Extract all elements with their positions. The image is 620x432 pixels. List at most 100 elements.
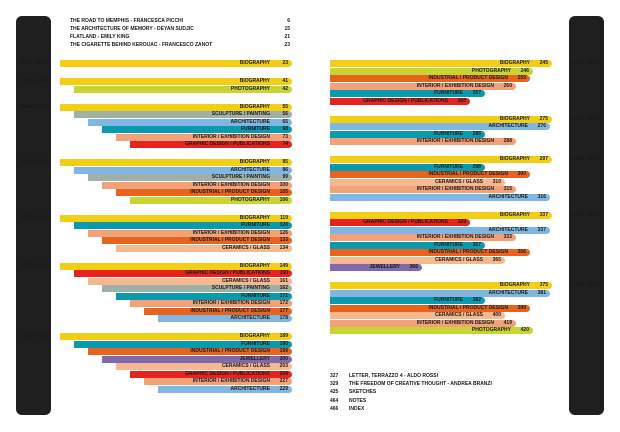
section-bar-interior[interactable]: INTERIOR / EXHIBITION DESIGN 73	[116, 133, 292, 141]
section-bar-furniture[interactable]: FURNITURE 267	[330, 90, 485, 97]
section-bar-interior[interactable]: INTERIOR / EXHIBITION DESIGN 419	[330, 319, 516, 327]
section-bar-interior[interactable]: INTERIOR / EXHIBITION DESIGN 227	[144, 378, 292, 385]
section-bar-architecture[interactable]: ARCHITECTURE 276	[330, 123, 550, 130]
section-bar-sculpture[interactable]: SCULPTURE / PAINTING 99	[88, 174, 292, 181]
section-bar-furniture[interactable]: FURNITURE 190	[74, 340, 292, 348]
section-bar-architecture[interactable]: ARCHITECTURE 316	[330, 193, 550, 201]
section-bar-interior[interactable]: INTERIOR / EXHIBITION DESIGN 333	[330, 234, 516, 241]
section-bar-architecture[interactable]: ARCHITECTURE 381	[330, 289, 550, 297]
section-bar-biography[interactable]: BIOGRAPHY 189	[60, 333, 292, 340]
section-bar-furniture[interactable]: FURNITURE 171	[116, 292, 292, 300]
section-bar-biography[interactable]: BIOGRAPHY 23	[60, 60, 292, 67]
section-bar-industrial[interactable]: INDUSTRIAL / PRODUCT DESIGN 259	[330, 75, 530, 82]
section-label: SCULPTURE / PAINTING	[211, 285, 270, 291]
section-bar-graphic[interactable]: GRAPHIC DESIGN / PUBLICATIONS 329	[330, 219, 470, 226]
section-bar-biography[interactable]: BIOGRAPHY 275	[330, 115, 552, 123]
section-bar-ceramics[interactable]: CERAMICS / GLASS 365	[330, 256, 505, 264]
section-page: 85	[282, 159, 288, 165]
section-bar-photography[interactable]: PHOTOGRAPHY 420	[330, 327, 533, 334]
section-bar-biography[interactable]: BIOGRAPHY 375	[330, 282, 552, 289]
section-page: 68	[282, 126, 288, 132]
section-label: BIOGRAPHY	[239, 60, 270, 66]
section-bar-biography[interactable]: BIOGRAPHY 149	[60, 262, 292, 270]
toc-entry-title[interactable]: FLATLAND - EMILY KING	[70, 34, 130, 40]
section-bar-interior[interactable]: INTERIOR / EXHIBITION DESIGN 172	[130, 300, 292, 307]
section-bar-industrial[interactable]: INDUSTRIAL / PRODUCT DESIGN 199	[88, 348, 292, 355]
section-label: FURNITURE	[434, 297, 463, 303]
section-bar-jewellery[interactable]: JEWELLERY 200	[102, 355, 292, 363]
section-bar-furniture[interactable]: FURNITURE 357	[330, 241, 485, 249]
section-bar-interior[interactable]: INTERIOR / EXHIBITION DESIGN 315	[330, 186, 516, 193]
section-bar-ceramics[interactable]: CERAMICS / GLASS 400	[330, 312, 505, 319]
section-label: INTERIOR / EXHIBITION DESIGN	[416, 234, 494, 240]
section-bar-sculpture[interactable]: SCULPTURE / PAINTING 56	[74, 111, 292, 118]
toc-entry-title[interactable]: THE ARCHITECTURE OF MEMORY - DEYAN SUDJI…	[70, 26, 194, 32]
section-bar-interior[interactable]: INTERIOR / EXHIBITION DESIGN 288	[330, 138, 516, 145]
section-bar-biography[interactable]: BIOGRAPHY 245	[330, 60, 552, 67]
section-bar-industrial[interactable]: INDUSTRIAL / PRODUCT DESIGN 356	[330, 249, 530, 256]
toc-entry-title[interactable]: SKETCHES	[349, 389, 377, 396]
section-page: 106	[279, 196, 288, 203]
section-bar-ceramics[interactable]: CERAMICS / GLASS 134	[116, 244, 292, 252]
section-bar-photography[interactable]: PHOTOGRAPHY 106	[130, 196, 292, 204]
section-bar-architecture[interactable]: ARCHITECTURE 337	[330, 226, 550, 234]
toc-entry-title[interactable]: THE ROAD TO MEMPHIS - FRANCESCA PICCHI	[70, 18, 184, 24]
section-bar-industrial[interactable]: INDUSTRIAL / PRODUCT DESIGN 300	[330, 171, 530, 178]
section-bar-industrial[interactable]: INDUSTRIAL / PRODUCT DESIGN 399	[330, 304, 530, 312]
section-bar-architecture[interactable]: ARCHITECTURE 178	[158, 315, 292, 322]
section-bar-architecture[interactable]: ARCHITECTURE 65	[88, 118, 292, 126]
section-label: BIOGRAPHY	[499, 60, 530, 66]
toc-entry-title[interactable]: THE CIGARETTE BEHIND KEROUAC - FRANCESCO…	[70, 42, 213, 48]
toc-entry-page: 21	[284, 34, 290, 40]
section-bar-architecture[interactable]: ARCHITECTURE 229	[158, 385, 292, 393]
toc-entry-title[interactable]: LETTER, TERRAZZO 4 - ALDO ROSSI	[349, 373, 438, 379]
section-bar-biography[interactable]: BIOGRAPHY 85	[60, 159, 292, 166]
section-bar-interior[interactable]: INTERIOR / EXHIBITION DESIGN 100	[102, 181, 292, 189]
section-bar-biography[interactable]: BIOGRAPHY 297	[330, 156, 552, 163]
section-bar-furniture[interactable]: FURNITURE 120	[74, 222, 292, 229]
section-page: 178	[279, 315, 288, 321]
section-bar-sculpture[interactable]: SCULPTURE / PAINTING 162	[102, 285, 292, 292]
period-label: 1980 - 1985	[572, 156, 600, 162]
toc-entry-title[interactable]: INDEX	[349, 405, 365, 412]
section-page: 41	[282, 78, 288, 84]
section-label: ARCHITECTURE	[488, 289, 528, 296]
toc-entry-page: 425	[330, 389, 339, 396]
section-bar-biography[interactable]: BIOGRAPHY 55	[60, 103, 292, 111]
section-bar-photography[interactable]: PHOTOGRAPHY 246	[330, 67, 533, 75]
section-page: 133	[279, 237, 288, 243]
section-bar-interior[interactable]: INTERIOR / EXHIBITION DESIGN 260	[330, 82, 516, 90]
toc-entry-title[interactable]: NOTES	[349, 397, 367, 404]
section-bar-photography[interactable]: PHOTOGRAPHY 42	[74, 85, 292, 93]
section-bar-biography[interactable]: BIOGRAPHY 119	[60, 214, 292, 222]
section-bar-graphic[interactable]: GRAPHIC DESIGN / PUBLICATIONS 268	[330, 97, 470, 105]
section-page: 126	[279, 229, 288, 236]
section-bar-furniture[interactable]: FURNITURE 68	[102, 126, 292, 133]
section-page: 100	[279, 181, 288, 188]
section-bar-furniture[interactable]: FURNITURE 298	[330, 163, 485, 171]
section-bar-industrial[interactable]: INDUSTRIAL / PRODUCT DESIGN 177	[144, 307, 292, 315]
toc-entry-title[interactable]: THE FREEDOM OF CREATIVE THOUGHT - ANDREA…	[349, 381, 492, 388]
section-bar-ceramics[interactable]: CERAMICS / GLASS 310	[330, 178, 505, 186]
section-page: 171	[279, 292, 288, 299]
section-bar-industrial[interactable]: INDUSTRIAL / PRODUCT DESIGN 133	[102, 237, 292, 244]
section-bar-graphic[interactable]: GRAPHIC DESIGN / PUBLICATIONS 209	[130, 370, 292, 378]
section-bar-graphic[interactable]: GRAPHIC DESIGN / PUBLICATIONS 150	[74, 270, 292, 277]
section-bar-interior[interactable]: INTERIOR / EXHIBITION DESIGN 126	[88, 229, 292, 237]
section-label: ARCHITECTURE	[488, 226, 528, 233]
toc-entry-page: 327	[330, 373, 339, 379]
section-bar-industrial[interactable]: INDUSTRIAL / PRODUCT DESIGN 105	[116, 189, 292, 196]
toc-entry-page: 15	[284, 26, 290, 32]
section-bar-biography[interactable]: BIOGRAPHY 337	[330, 211, 552, 219]
section-bar-ceramics[interactable]: CERAMICS / GLASS 161	[88, 277, 292, 285]
section-bar-graphic[interactable]: GRAPHIC DESIGN / PUBLICATIONS 74	[130, 141, 292, 148]
section-page: 259	[517, 75, 526, 81]
section-bar-furniture[interactable]: FURNITURE 285	[330, 130, 485, 138]
section-label: ARCHITECTURE	[488, 123, 528, 129]
section-bar-biography[interactable]: BIOGRAPHY 41	[60, 78, 292, 85]
section-bar-furniture[interactable]: FURNITURE 382	[330, 297, 485, 304]
section-bar-jewellery[interactable]: JEWELLERY 366	[330, 264, 422, 271]
section-label: CERAMICS / GLASS	[434, 256, 483, 263]
section-bar-architecture[interactable]: ARCHITECTURE 86	[74, 166, 292, 174]
section-bar-ceramics[interactable]: CERAMICS / GLASS 203	[116, 363, 292, 370]
